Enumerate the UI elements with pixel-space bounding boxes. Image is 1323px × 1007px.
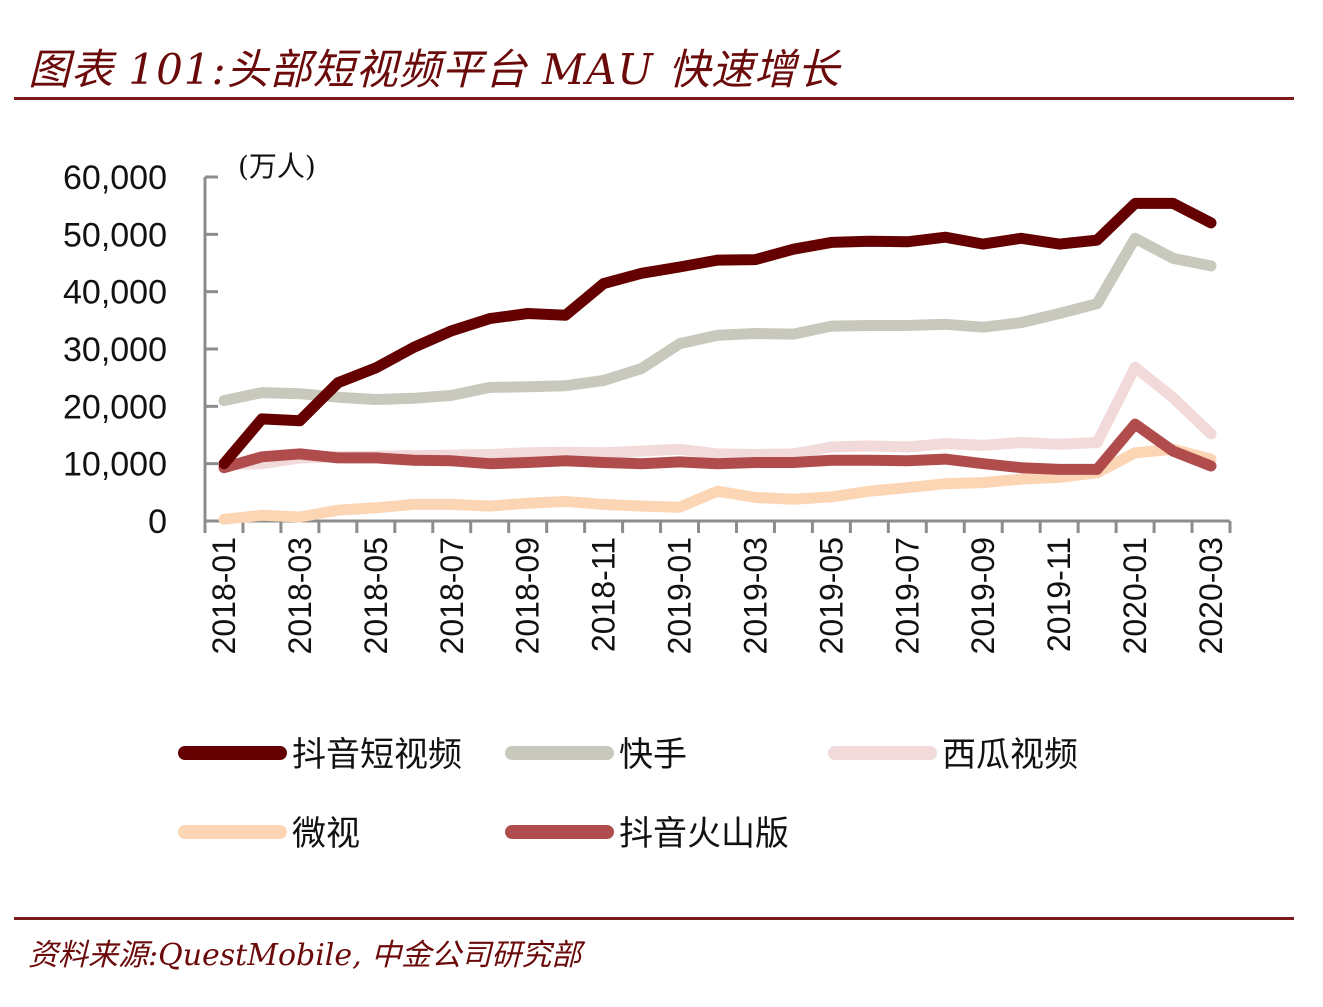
y-tick-label: 30,000 <box>63 331 167 369</box>
series-line-4 <box>218 443 1217 525</box>
legend-label: 抖音短视频 <box>292 735 462 775</box>
x-tick-label: 2018-03 <box>282 537 318 654</box>
title-divider <box>14 97 1294 100</box>
x-tick-label: 2019-09 <box>965 537 1001 654</box>
x-tick-label: 2018-09 <box>510 537 546 654</box>
x-tick-label: 2019-03 <box>737 537 773 654</box>
x-tick-label: 2020-01 <box>1117 537 1153 654</box>
chart-title: 图表 101:头部短视频平台 MAU 快速增长 <box>28 45 841 94</box>
y-tick-label: 60,000 <box>63 159 167 197</box>
axes: 0 10,000 20,000 30,000 40,000 50,000 60,000 201… <box>63 159 1232 654</box>
series-lines <box>218 197 1217 525</box>
series-line-2 <box>218 232 1217 407</box>
y-unit-label: (万人) <box>238 150 316 183</box>
x-tick-label: 2019-05 <box>813 537 849 654</box>
x-tick-label: 2019-07 <box>889 537 925 654</box>
source-note: 资料来源:QuestMobile, 中金公司研究部 <box>28 938 582 973</box>
y-tick-label: 50,000 <box>63 216 167 254</box>
y-tick-label: 10,000 <box>63 446 167 484</box>
x-tick-label: 2019-01 <box>662 537 698 654</box>
x-tick-label: 2018-05 <box>358 537 394 654</box>
x-tick-label: 2019-11 <box>1041 537 1077 652</box>
legend-label: 微视 <box>292 814 360 854</box>
series-line-3 <box>218 361 1217 471</box>
legend-label: 抖音火山版 <box>619 814 789 854</box>
x-tick-label: 2020-03 <box>1193 537 1229 654</box>
legend-label: 西瓜视频 <box>942 735 1078 775</box>
y-tick-label: 40,000 <box>63 274 167 312</box>
y-tick-label: 0 <box>148 503 167 541</box>
series-line-1 <box>218 197 1217 470</box>
x-tick-label: 2018-07 <box>434 537 470 654</box>
series-line-5 <box>218 418 1217 475</box>
legend-label: 快手 <box>619 735 687 775</box>
x-tick-label: 2018-01 <box>206 537 242 654</box>
source-divider <box>14 917 1294 920</box>
x-tick-label: 2018-11 <box>586 537 622 652</box>
y-tick-label: 20,000 <box>63 388 167 426</box>
